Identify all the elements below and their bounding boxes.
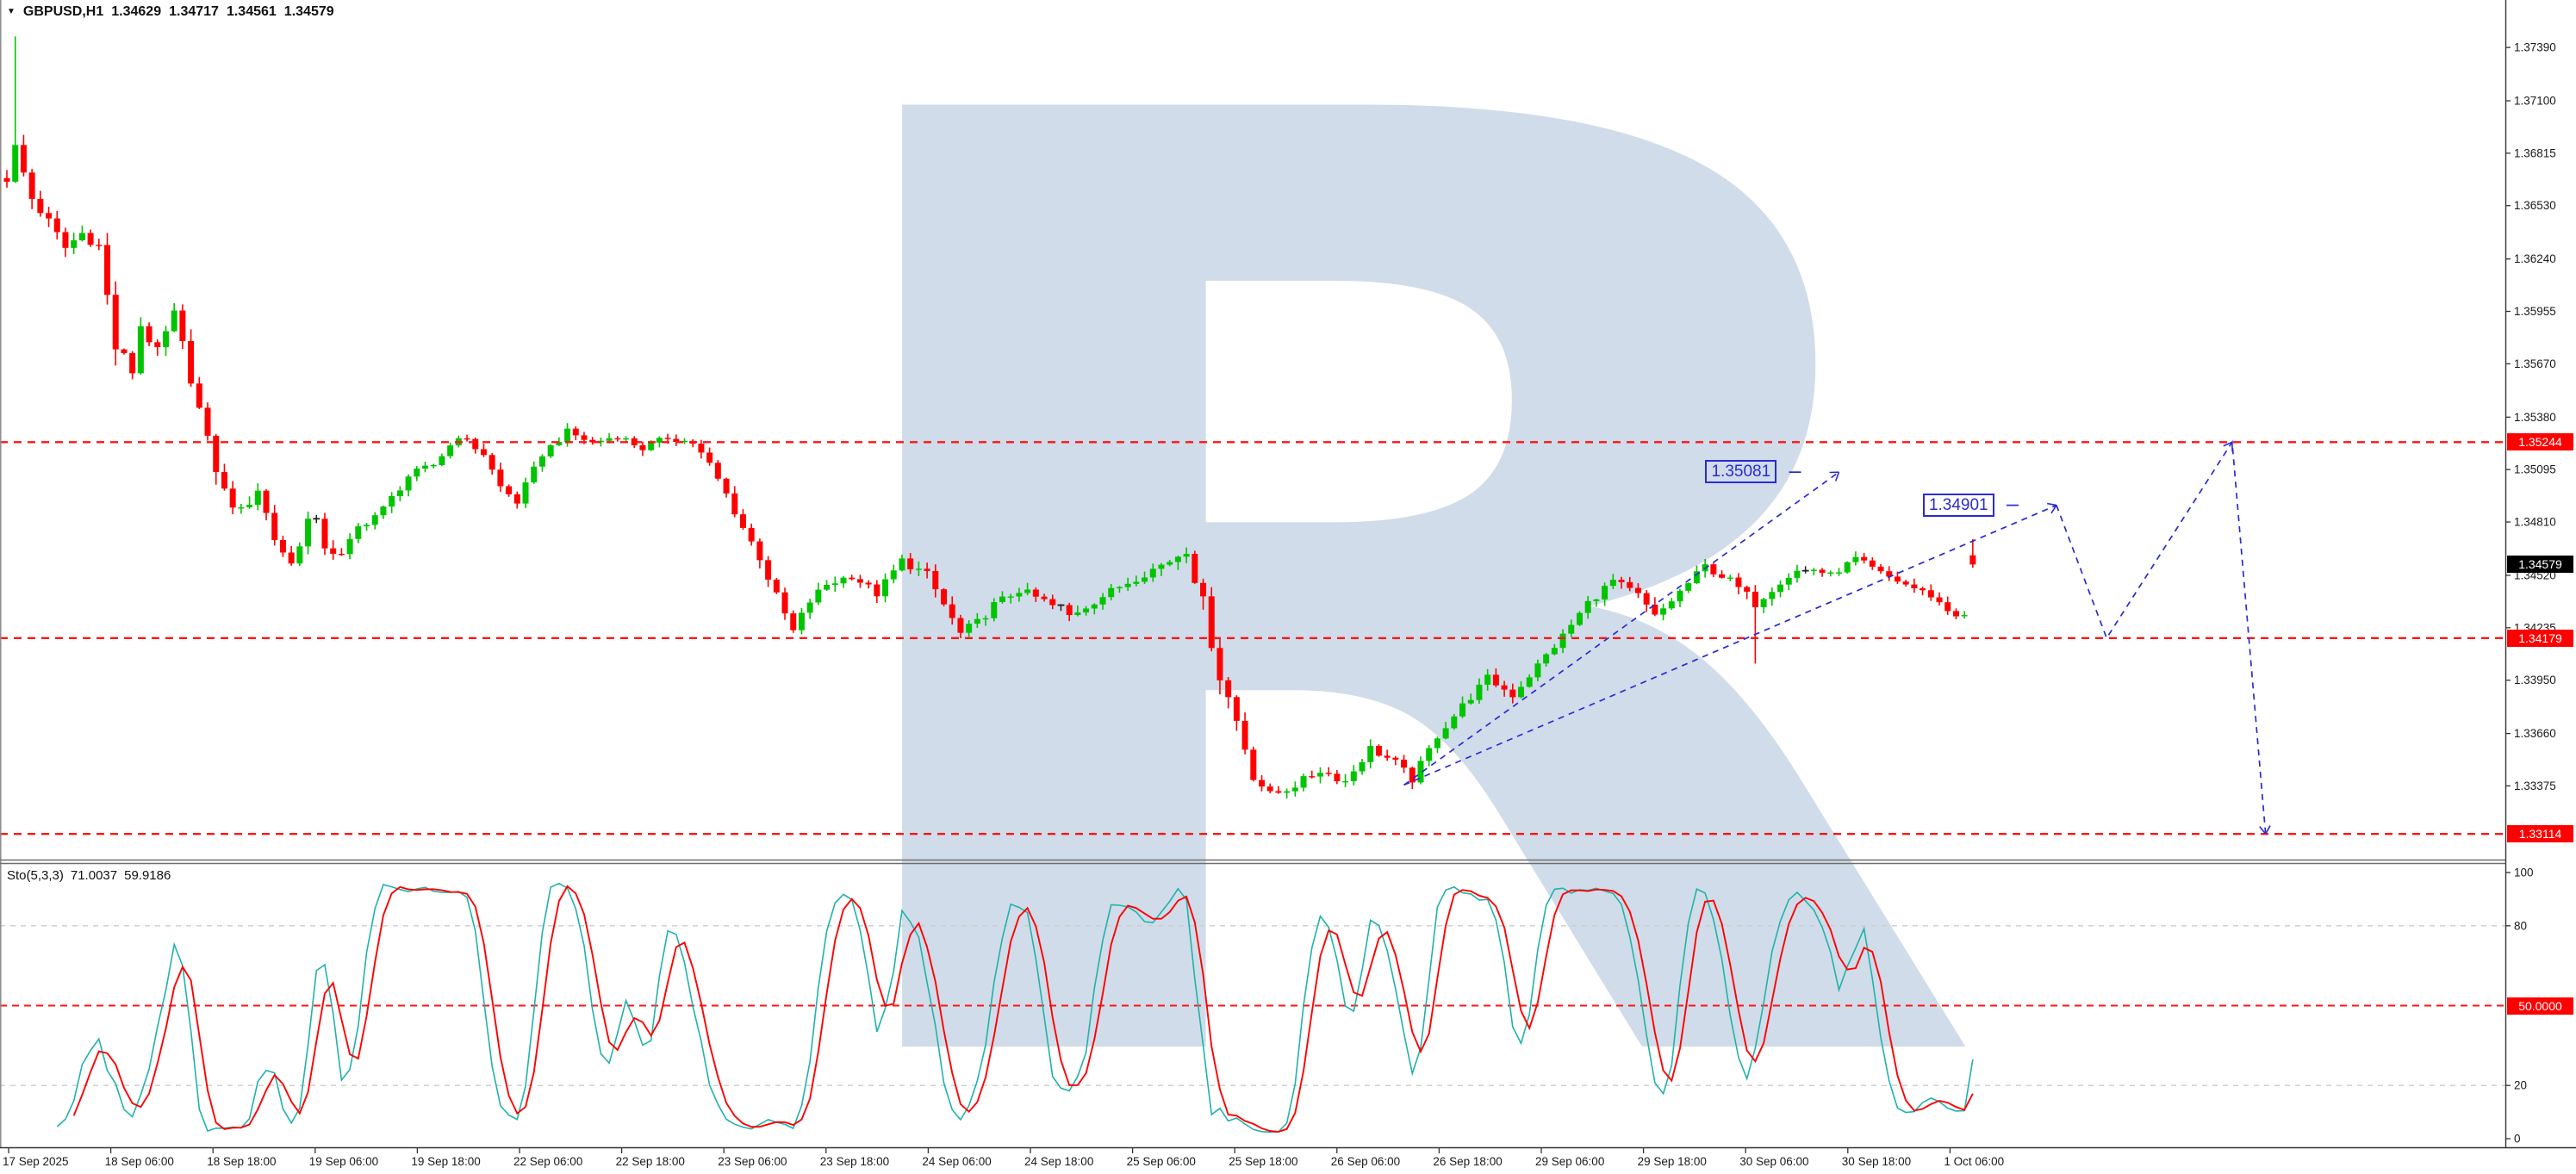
price-tick-label: 1.33375 <box>2514 780 2556 792</box>
quote-open: 1.34629 <box>111 4 162 19</box>
price-tick-label: 1.35670 <box>2514 357 2556 370</box>
price-tick-label: 1.35955 <box>2514 305 2556 318</box>
quote-low: 1.34561 <box>226 4 277 19</box>
trend-annotations[interactable] <box>1403 439 2271 835</box>
symbol-dropdown-icon: ▼ <box>7 7 16 16</box>
support-resistance-lines[interactable] <box>0 441 2505 835</box>
mid-support-level-badge[interactable]: 1.34179 <box>2507 629 2573 647</box>
price-tick-label: 1.33950 <box>2514 674 2556 686</box>
quote-header: ▼ GBPUSD,H1 1.34629 1.34717 1.34561 1.34… <box>7 4 334 20</box>
price-tick-label: 1.36240 <box>2514 252 2556 265</box>
resistance-level-badge[interactable]: 1.35244 <box>2507 433 2573 451</box>
symbol-label: GBPUSD,H1 <box>22 4 104 19</box>
sto-tick-label: 0 <box>2514 1133 2521 1146</box>
time-axis[interactable] <box>0 1147 2576 1174</box>
price-tick-label: 1.35380 <box>2514 411 2556 424</box>
time-tick-label: 30 Sep 18:00 <box>1842 1155 1911 1168</box>
time-tick-label: 23 Sep 06:00 <box>718 1155 787 1168</box>
sto-tick-label: 20 <box>2514 1079 2527 1092</box>
time-tick-label: 25 Sep 18:00 <box>1229 1155 1297 1168</box>
time-tick-label: 26 Sep 06:00 <box>1331 1155 1400 1168</box>
time-tick-label: 24 Sep 18:00 <box>1024 1155 1093 1168</box>
sto-k-line <box>56 882 1974 1134</box>
price-tick-label: 1.34810 <box>2514 516 2556 529</box>
time-tick-label: 23 Sep 18:00 <box>820 1155 889 1168</box>
indicator-name: Sto(5,3,3) <box>7 868 64 883</box>
sto-mid-level-badge[interactable]: 50.0000 <box>2507 997 2573 1015</box>
time-tick-label: 22 Sep 06:00 <box>513 1155 582 1168</box>
time-tick-label: 30 Sep 06:00 <box>1739 1155 1808 1168</box>
trendline-price-label-upper[interactable]: 1.35081 <box>1705 460 1777 484</box>
time-tick-label: 19 Sep 18:00 <box>411 1155 480 1168</box>
time-tick-label: 18 Sep 06:00 <box>105 1155 174 1168</box>
indicator-label: Sto(5,3,3) 71.0037 59.9186 <box>7 868 171 883</box>
sto-axis-labels: 100 80 20 0 <box>2505 867 2534 1146</box>
time-tick-label: 29 Sep 18:00 <box>1638 1155 1707 1168</box>
price-tick-label: 1.36530 <box>2514 199 2556 212</box>
sto-tick-label: 80 <box>2514 919 2527 932</box>
time-tick-label: 22 Sep 18:00 <box>616 1155 685 1168</box>
price-tick-label: 1.35095 <box>2514 463 2556 476</box>
price-axis[interactable] <box>2505 0 2576 1147</box>
current-price-badge: 1.34579 <box>2507 556 2573 574</box>
indicator-d-value: 59.9186 <box>124 868 171 883</box>
time-tick-label: 26 Sep 18:00 <box>1433 1155 1502 1168</box>
time-tick-label: 24 Sep 06:00 <box>922 1155 991 1168</box>
price-tick-label: 1.37390 <box>2514 41 2556 54</box>
candles-layer <box>3 36 1976 799</box>
sto-d-line <box>72 885 1974 1133</box>
sto-tick-label: 100 <box>2514 867 2534 879</box>
lower-support-level-badge[interactable]: 1.33114 <box>2507 825 2573 843</box>
time-tick-label: 18 Sep 18:00 <box>207 1155 276 1168</box>
indicator-k-value: 71.0037 <box>70 868 118 883</box>
quote-high: 1.34717 <box>169 4 219 19</box>
trendline-price-label-lower[interactable]: 1.34901 <box>1922 493 1994 517</box>
panel-borders <box>0 0 2576 1149</box>
time-tick-label: 29 Sep 06:00 <box>1535 1155 1604 1168</box>
price-tick-label: 1.37100 <box>2514 95 2556 108</box>
time-axis-labels: 17 Sep 2025 18 Sep 06:00 18 Sep 18:00 19 Se… <box>3 1147 2004 1168</box>
watermark-letter-r: R <box>754 0 1998 1174</box>
time-tick-label: 1 Oct 06:00 <box>1944 1155 2004 1168</box>
time-tick-label: 25 Sep 06:00 <box>1127 1155 1196 1168</box>
time-tick-label: 17 Sep 2025 <box>3 1155 69 1168</box>
quote-close: 1.34579 <box>283 4 334 19</box>
price-tick-label: 1.36815 <box>2514 146 2556 159</box>
sto-gridlines <box>0 925 2505 1086</box>
time-tick-label: 19 Sep 06:00 <box>309 1155 378 1168</box>
price-tick-label: 1.33660 <box>2514 727 2556 740</box>
watermark-logo: R <box>754 0 1998 1174</box>
